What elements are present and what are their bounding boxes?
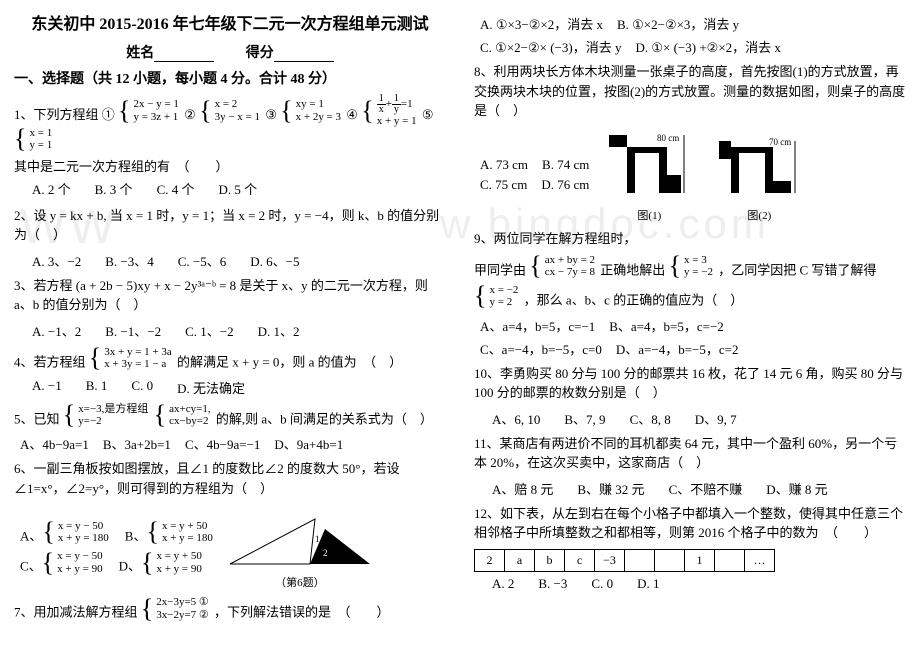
svg-text:1: 1 xyxy=(315,534,320,544)
question-1: 1、下列方程组 ① {2x − y = 1y = 3z + 1 ② {x = 2… xyxy=(14,94,446,200)
q7-opt-b[interactable]: B. ①×2−②×3，消去 y xyxy=(617,14,739,33)
q6-opt-d[interactable]: D、{x = y + 50x + y = 90 xyxy=(119,550,204,574)
q12-opt-c[interactable]: C. 0 xyxy=(591,576,613,592)
table-cell: … xyxy=(745,549,775,571)
table-cell: 1 xyxy=(685,549,715,571)
q7-opt-c[interactable]: C. ①×2−②× (−3)，消去 y xyxy=(480,37,621,56)
q3-opt-c[interactable]: C. 1、−2 xyxy=(185,321,234,340)
q1-stem: 1、下列方程组 ① xyxy=(14,107,115,122)
q4-opt-c[interactable]: C. 0 xyxy=(131,378,153,397)
question-2: 2、设 y = kx + b, 当 x = 1 时，y = 1；当 x = 2 … xyxy=(14,206,446,245)
q9-opt-c[interactable]: C、a=−4，b=−5，c=0 xyxy=(480,339,602,358)
q2-opt-d[interactable]: D. 6、−5 xyxy=(250,251,299,270)
svg-text:70 cm: 70 cm xyxy=(769,137,791,147)
q1-tail: 其中是二元一次方程组的有 （ ） xyxy=(14,157,446,177)
q1-opt-c[interactable]: C. 4 个 xyxy=(157,180,195,200)
exam-title: 东关初中 2015-2016 年七年级下二元一次方程组单元测试 xyxy=(14,10,446,34)
q1-opt-a[interactable]: A. 2 个 xyxy=(32,180,71,200)
table-cell: a xyxy=(505,549,535,571)
q3-opt-b[interactable]: B. −1、−2 xyxy=(105,321,161,340)
q12-opt-b[interactable]: B. −3 xyxy=(538,576,567,592)
question-3: 3、若方程 (a + 2b − 5)xy + x − 2y³ᵃ⁻ᵇ = 8 是关… xyxy=(14,276,446,315)
q10-opt-b[interactable]: B、7, 9 xyxy=(564,409,605,428)
q11-opt-b[interactable]: B、赚 32 元 xyxy=(577,479,644,498)
question-11: 11、某商店有两进价不同的耳机都卖 64 元，其中一个盈利 60%，另一个亏本 … xyxy=(474,434,906,473)
q7-opt-d[interactable]: D. ①× (−3) +②×2，消去 x xyxy=(635,37,780,56)
name-score-line: 姓名 得分 xyxy=(14,42,446,62)
q1-opt-d[interactable]: D. 5 个 xyxy=(218,180,257,200)
table-cell: 2 xyxy=(475,549,505,571)
question-6: 6、一副三角板按如图摆放，且∠1 的度数比∠2 的度数大 50°，若设∠1=x°… xyxy=(14,459,446,498)
q4-opt-b[interactable]: B. 1 xyxy=(86,378,108,397)
q6-opt-c[interactable]: C、{x = y − 50x + y = 90 xyxy=(20,550,105,574)
section-1-title: 一、选择题（共 12 小题，每小题 4 分。合计 48 分） xyxy=(14,68,446,88)
q4-opt-a[interactable]: A. −1 xyxy=(32,378,62,397)
question-5: 5、已知 {x=−3,是方程组y=−2 {ax+cy=1,cx−by=2 的解,… xyxy=(14,403,446,429)
q10-opt-c[interactable]: C、8, 8 xyxy=(630,409,671,428)
name-blank[interactable] xyxy=(154,48,214,62)
table-cell: c xyxy=(565,549,595,571)
name-label: 姓名 xyxy=(126,46,154,61)
q2-opt-c[interactable]: C. −5、6 xyxy=(178,251,227,270)
q10-opt-d[interactable]: D、9, 7 xyxy=(695,409,737,428)
q9-opt-b[interactable]: B、a=4，b=5，c=−2 xyxy=(609,316,724,335)
q3-opt-d[interactable]: D. 1、2 xyxy=(258,321,300,340)
q5-opt-d[interactable]: D、9a+4b=1 xyxy=(274,434,343,453)
question-12: 12、如下表，从左到右在每个小格子中都填入一个整数，使得其中任意三个相邻格子中所… xyxy=(474,504,906,543)
q12-opt-d[interactable]: D. 1 xyxy=(637,576,659,592)
question-7: 7、用加减法解方程组 {2x−3y=5 ①3x−2y=7 ② ，下列解法错误的是… xyxy=(14,596,446,622)
table-cell xyxy=(655,549,685,571)
q3-opt-a[interactable]: A. −1、2 xyxy=(32,321,81,340)
question-9-body: 甲同学由 {ax + by = 2cx − 7y = 8 正确地解出 {x = … xyxy=(474,254,906,310)
q1-opt-b[interactable]: B. 3 个 xyxy=(95,180,133,200)
table-cell xyxy=(715,549,745,571)
q11-opt-c[interactable]: C、不赔不赚 xyxy=(669,479,743,498)
table-cell: −3 xyxy=(595,549,625,571)
table-cell: b xyxy=(535,549,565,571)
q8-opt-d[interactable]: D. 76 cm xyxy=(541,177,589,193)
svg-text:2: 2 xyxy=(323,548,328,558)
q11-opt-d[interactable]: D、赚 8 元 xyxy=(766,479,827,498)
score-label: 得分 xyxy=(246,46,274,61)
q8-opt-c[interactable]: C. 75 cm xyxy=(480,177,527,193)
question-10: 10、李勇购买 80 分与 100 分的邮票共 16 枚，花了 14 元 6 角… xyxy=(474,364,906,403)
q12-opt-a[interactable]: A. 2 xyxy=(492,576,514,592)
desk-figure-1: 80 cm 图(1) xyxy=(599,127,699,223)
q6-opt-a[interactable]: A、{x = y − 50x + y = 180 xyxy=(20,520,111,544)
question-4: 4、若方程组 {3x + y = 1 + 3ax + 3y = 1 − a 的解… xyxy=(14,346,446,372)
q5-opt-c[interactable]: C、4b−9a=−1 xyxy=(185,434,260,453)
q5-opt-b[interactable]: B、3a+2b=1 xyxy=(103,434,171,453)
table-cell xyxy=(625,549,655,571)
q9-opt-a[interactable]: A、a=4，b=5，c=−1 xyxy=(480,316,595,335)
question-8: 8、利用两块长方体木块测量一张桌子的高度，首先按图(1)的方式放置，再交换两块木… xyxy=(474,62,906,121)
right-column: w.bingdoc.com A. ①×3−②×2，消去 x B. ①×2−②×3… xyxy=(460,0,920,651)
left-column: WW 东关初中 2015-2016 年七年级下二元一次方程组单元测试 姓名 得分… xyxy=(0,0,460,651)
q2-opt-b[interactable]: B. −3、4 xyxy=(105,251,154,270)
q2-opt-a[interactable]: A. 3、−2 xyxy=(32,251,81,270)
q6-caption: （第6题） xyxy=(225,574,375,590)
question-9: 9、两位同学在解方程组时， xyxy=(474,229,906,249)
desk-figure-2: 70 cm 图(2) xyxy=(709,127,809,223)
q9-opt-d[interactable]: D、a=−4，b=−5，c=2 xyxy=(616,339,739,358)
q11-opt-a[interactable]: A、赔 8 元 xyxy=(492,479,553,498)
q6-opt-b[interactable]: B、{x = y + 50x + y = 180 xyxy=(125,520,215,544)
score-blank[interactable] xyxy=(274,48,334,62)
triangle-figure: 1 2 （第6题） xyxy=(225,504,375,590)
q12-table: 2abc−3 1 … xyxy=(474,549,775,572)
svg-text:80 cm: 80 cm xyxy=(657,133,679,143)
q7-opt-a[interactable]: A. ①×3−②×2，消去 x xyxy=(480,14,603,33)
q4-opt-d[interactable]: D. 无法确定 xyxy=(177,378,245,397)
q8-opt-a[interactable]: A. 73 cm xyxy=(480,157,528,173)
q8-opt-b[interactable]: B. 74 cm xyxy=(542,157,589,173)
q5-opt-a[interactable]: A、4b−9a=1 xyxy=(20,434,89,453)
q10-opt-a[interactable]: A、6, 10 xyxy=(492,409,540,428)
